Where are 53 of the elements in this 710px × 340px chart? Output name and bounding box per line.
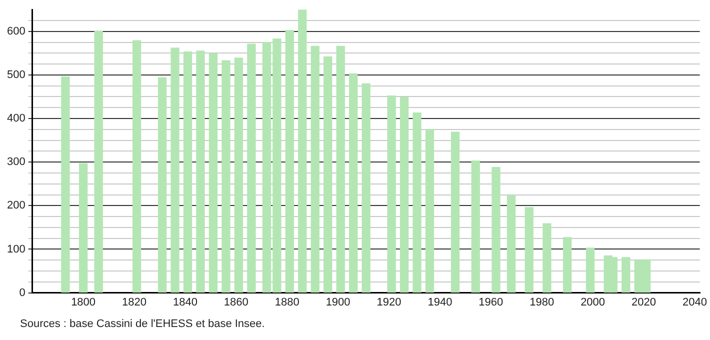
- bar: [586, 248, 595, 293]
- y-tick-label: 300: [6, 156, 26, 168]
- bar: [298, 10, 307, 293]
- bar: [208, 53, 218, 293]
- bar: [524, 207, 534, 293]
- bar: [336, 46, 345, 293]
- bar: [94, 30, 103, 293]
- y-tick-label: 100: [6, 243, 26, 256]
- bar: [234, 58, 244, 293]
- bar: [61, 76, 70, 293]
- x-tick-label: 1900: [326, 296, 350, 308]
- bar: [362, 83, 370, 293]
- x-tick-label: 2040: [682, 296, 707, 308]
- y-tick-label: 600: [6, 25, 26, 38]
- x-tick-label: 1800: [71, 296, 96, 308]
- bar: [285, 30, 294, 293]
- source-note: Sources : base Cassini de l'EHESS et base Insee.: [20, 318, 265, 330]
- bar: [196, 50, 205, 293]
- bar: [310, 46, 320, 293]
- bar: [563, 237, 572, 293]
- bar: [247, 44, 256, 293]
- x-tick-label: 1820: [122, 296, 146, 308]
- y-tick-label: 500: [6, 68, 26, 81]
- bar: [492, 166, 500, 293]
- bar: [471, 160, 480, 293]
- bar: [506, 194, 516, 293]
- bar: [158, 77, 167, 293]
- y-tick-label: 200: [6, 200, 26, 212]
- bar: [387, 96, 396, 293]
- bar: [412, 112, 422, 293]
- bar: [425, 129, 434, 293]
- x-tick-label: 1960: [478, 296, 504, 308]
- x-tick-label: 2000: [580, 296, 606, 308]
- bar: [324, 56, 332, 293]
- x-tick-label: 1860: [224, 296, 248, 308]
- bar: [400, 96, 409, 293]
- y-tick-label: 400: [6, 112, 26, 125]
- x-tick-label: 1840: [172, 296, 198, 308]
- bar: [450, 132, 460, 293]
- x-tick-label: 1940: [428, 296, 452, 308]
- bar: [78, 163, 88, 293]
- bar: [349, 73, 358, 293]
- x-tick-label: 1880: [274, 296, 300, 308]
- bar: [542, 223, 552, 293]
- bar: [183, 52, 192, 293]
- bar: [170, 48, 180, 293]
- x-tick-label: 2020: [632, 296, 656, 308]
- bar: [622, 257, 630, 293]
- x-tick-label: 1980: [530, 296, 554, 308]
- y-tick-label: 0: [19, 286, 26, 299]
- bar: [132, 40, 142, 293]
- x-tick-label: 1920: [376, 296, 402, 308]
- bar: [222, 60, 230, 293]
